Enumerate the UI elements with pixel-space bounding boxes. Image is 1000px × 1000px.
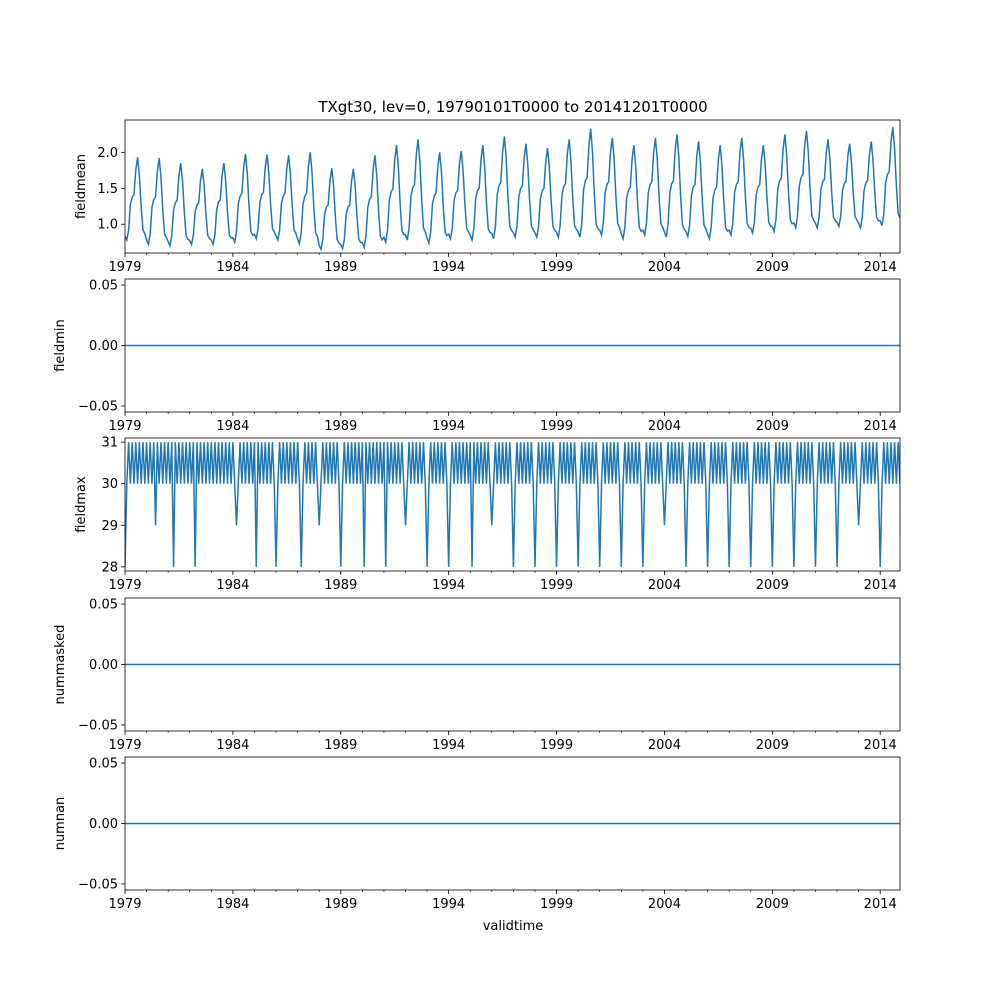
x-tick-label: 1979 xyxy=(108,578,141,593)
panel-numnan: 1979 1984 1989 1994 1999 2004 2009 2014 −0.05 0.0… xyxy=(53,757,901,912)
x-tick-label: 1994 xyxy=(432,578,465,593)
x-tick-label: 1984 xyxy=(216,578,249,593)
x-tick-label: 2014 xyxy=(864,738,897,753)
x-tick-label: 1984 xyxy=(216,260,249,275)
y-tick-label: 0.00 xyxy=(89,339,118,354)
x-tick-label: 1989 xyxy=(324,578,357,593)
y-tick-label: −0.05 xyxy=(78,399,118,414)
x-tick-label: 1999 xyxy=(540,738,573,753)
y-tick-label: 0.00 xyxy=(89,817,118,832)
panel-nummasked: 1979 1984 1989 1994 1999 2004 2009 2014 −0.05 0.0… xyxy=(53,598,901,753)
y-axis-label-numnan: numnan xyxy=(53,797,68,851)
axes-frame-fieldmean xyxy=(124,119,901,254)
x-tick-label: 1994 xyxy=(432,419,465,434)
x-tick-label: 2014 xyxy=(864,419,897,434)
y-axis-label-nummasked: nummasked xyxy=(53,625,68,705)
y-tick-label: 29 xyxy=(101,519,118,534)
x-tick-label: 1979 xyxy=(108,897,141,912)
x-tick-label: 1994 xyxy=(432,738,465,753)
x-tick-label: 1999 xyxy=(540,578,573,593)
x-tick-label: 1979 xyxy=(108,419,141,434)
x-tick-label: 2014 xyxy=(864,578,897,593)
y-tick-label: −0.05 xyxy=(78,718,118,733)
x-tick-label: 1989 xyxy=(324,419,357,434)
y-tick-label: −0.05 xyxy=(78,877,118,892)
y-tick-label: 0.00 xyxy=(89,658,118,673)
x-tick-label: 1989 xyxy=(324,897,357,912)
x-axis-label: validtime xyxy=(483,919,544,934)
series-line-fieldmax xyxy=(125,442,900,567)
x-tick-label: 1994 xyxy=(432,897,465,912)
y-tick-label: 31 xyxy=(101,436,118,451)
x-tick-label: 2004 xyxy=(648,419,681,434)
x-tick-label: 2004 xyxy=(648,578,681,593)
x-tick-label: 1999 xyxy=(540,419,573,434)
x-tick-label: 2009 xyxy=(756,260,789,275)
y-tick-label: 28 xyxy=(101,560,118,575)
x-tick-label: 2009 xyxy=(756,897,789,912)
y-tick-label: 0.05 xyxy=(89,598,118,613)
y-axis-label-fieldmean: fieldmean xyxy=(74,154,89,219)
x-tick-label: 1984 xyxy=(216,738,249,753)
series-line-fieldmean xyxy=(125,127,900,252)
x-tick-label: 1999 xyxy=(540,897,573,912)
y-tick-label: 0.05 xyxy=(89,757,118,772)
y-tick-label: 30 xyxy=(101,477,118,492)
y-tick-label: 0.05 xyxy=(89,279,118,294)
chart-title: TXgt30, lev=0, 19790101T0000 to 20141201… xyxy=(317,98,707,116)
x-tick-label: 2004 xyxy=(648,260,681,275)
x-tick-label: 2009 xyxy=(756,578,789,593)
panel-fieldmean: 1979 1984 1989 1994 1999 2004 2009 2014 1.0 1.5 2.… xyxy=(74,119,901,275)
axes-frame-fieldmax xyxy=(124,437,901,572)
y-tick-label: 1.0 xyxy=(97,218,118,233)
x-tick-label: 2014 xyxy=(864,897,897,912)
y-axis-label-fieldmin: fieldmin xyxy=(53,319,68,372)
panel-fieldmax: 1979 1984 1989 1994 1999 2004 2009 2014 28 29 30 31… xyxy=(74,436,901,593)
panels: 1979 1984 1989 1994 1999 2004 2009 2014 1.0 1.5 2.… xyxy=(53,119,901,912)
x-tick-label: 2009 xyxy=(756,738,789,753)
x-tick-label: 1994 xyxy=(432,260,465,275)
x-tick-label: 2014 xyxy=(864,260,897,275)
x-tick-label: 1979 xyxy=(108,738,141,753)
y-tick-label: 2.0 xyxy=(97,146,118,161)
x-tick-label: 1999 xyxy=(540,260,573,275)
x-tick-label: 1984 xyxy=(216,419,249,434)
y-tick-label: 1.5 xyxy=(97,182,118,197)
panel-fieldmin: 1979 1984 1989 1994 1999 2004 2009 2014 −0.05 0.0… xyxy=(53,279,901,434)
x-tick-label: 1984 xyxy=(216,897,249,912)
x-tick-label: 1989 xyxy=(324,260,357,275)
x-tick-label: 2004 xyxy=(648,897,681,912)
x-tick-label: 2009 xyxy=(756,419,789,434)
x-tick-label: 1989 xyxy=(324,738,357,753)
y-axis-label-fieldmax: fieldmax xyxy=(74,476,89,533)
x-tick-label: 1979 xyxy=(108,260,141,275)
x-tick-label: 2004 xyxy=(648,738,681,753)
